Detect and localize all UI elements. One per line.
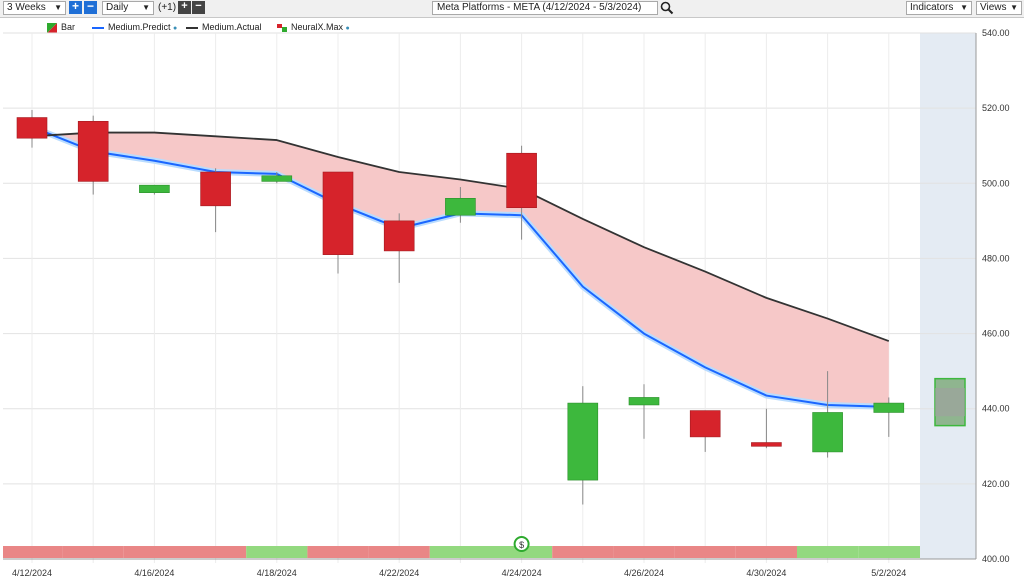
- views-label: Views: [980, 2, 1007, 13]
- candle-body: [628, 397, 660, 406]
- forecast-region: [920, 33, 976, 559]
- period-select[interactable]: 3 Weeks ▼: [3, 1, 66, 15]
- interval-value: Daily: [106, 2, 129, 13]
- candle-body: [445, 198, 476, 216]
- candle-body: [200, 171, 231, 207]
- y-tick-label: 500.00: [982, 178, 1010, 188]
- legend-label: NeuralX.Max: [291, 22, 344, 32]
- candle-body: [383, 220, 415, 252]
- x-tick-label: 4/12/2024: [12, 568, 52, 578]
- y-tick-label: 480.00: [982, 253, 1010, 263]
- legend-item-medium-predict[interactable]: Medium.Predict ●: [92, 22, 177, 32]
- legend-item-bar[interactable]: Bar: [47, 22, 75, 33]
- signal-strip: $: [3, 536, 920, 558]
- y-tick-label: 460.00: [982, 329, 1010, 339]
- x-tick-label: 4/24/2024: [502, 568, 542, 578]
- forecast-candle-core: [935, 388, 965, 417]
- candle-body: [506, 152, 537, 209]
- medium-actual-line: [31, 131, 890, 342]
- signal-segment: [552, 546, 614, 558]
- x-tick-label: 4/30/2024: [746, 568, 786, 578]
- x-tick-label: 4/16/2024: [134, 568, 174, 578]
- interval-select[interactable]: Daily ▼: [102, 1, 154, 15]
- x-tick-label: 4/18/2024: [257, 568, 297, 578]
- x-axis: 4/12/2024 4/16/2024 4/18/2024 4/22/2024 4/24…: [3, 558, 976, 578]
- y-tick-label: 400.00: [982, 554, 1010, 564]
- indicators-select[interactable]: Indicators ▼: [906, 1, 972, 15]
- signal-segment: [613, 546, 675, 558]
- y-tick-label: 440.00: [982, 404, 1010, 414]
- views-select[interactable]: Views ▼: [976, 1, 1022, 15]
- settings-dot-icon[interactable]: ●: [173, 25, 178, 32]
- candles: [16, 110, 966, 505]
- search-icon[interactable]: [660, 1, 674, 15]
- offset-plus-button[interactable]: +: [178, 1, 191, 14]
- dropdown-arrow-icon: ▼: [142, 3, 150, 12]
- y-tick-label: 540.00: [982, 28, 1010, 38]
- x-tick-label: 4/22/2024: [379, 568, 419, 578]
- candle-body: [16, 117, 48, 139]
- grid-lines: [3, 32, 976, 563]
- settings-dot-icon[interactable]: ●: [345, 25, 350, 32]
- signal-segment: [3, 546, 63, 558]
- legend-label: Medium.Actual: [202, 22, 262, 32]
- candle-body: [261, 175, 293, 182]
- candle-body: [77, 120, 109, 182]
- legend-label: Bar: [61, 22, 76, 32]
- signal-segment: [246, 546, 308, 558]
- signal-segment: [368, 546, 430, 558]
- zoom-in-button[interactable]: +: [69, 0, 82, 14]
- signal-segment: [797, 546, 859, 558]
- candle-body: [322, 171, 354, 255]
- band-fill: [32, 126, 889, 407]
- legend-item-medium-actual[interactable]: Medium.Actual: [186, 22, 262, 32]
- signal-segment: [858, 546, 920, 558]
- candle-body: [689, 410, 721, 438]
- bar-swatch-icon: [277, 23, 287, 32]
- symbol-title[interactable]: Meta Platforms - META (4/12/2024 - 5/3/2…: [432, 1, 658, 15]
- line-swatch-icon: [186, 26, 198, 29]
- signal-segment: [674, 546, 736, 558]
- candle-body: [812, 412, 843, 453]
- dollar-signal-label: $: [519, 540, 524, 550]
- signal-segment: [429, 546, 491, 558]
- signal-segment: [123, 546, 185, 558]
- toolbar: 3 Weeks ▼ + − Daily ▼ (+1) + − Meta Plat…: [0, 0, 1024, 18]
- dropdown-arrow-icon: ▼: [960, 3, 968, 12]
- candle-body: [873, 402, 905, 413]
- x-tick-label: 5/2/2024: [871, 568, 906, 578]
- candle-body: [139, 184, 170, 193]
- signal-segment: [307, 546, 369, 558]
- indicators-label: Indicators: [910, 2, 954, 13]
- candle-body: [751, 442, 782, 447]
- offset-minus-button[interactable]: −: [192, 1, 205, 14]
- y-tick-label: 420.00: [982, 479, 1010, 489]
- legend-label: Medium.Predict: [108, 22, 171, 32]
- dollar-signal-icon: [513, 536, 530, 552]
- legend-item-neuralx-max[interactable]: NeuralX.Max ●: [277, 22, 350, 33]
- offset-label: (+1): [158, 2, 177, 13]
- y-axis: 540.00 520.00 500.00 480.00 460.00 440.00 420.…: [975, 28, 1010, 564]
- prediction-band: [32, 126, 889, 407]
- bar-swatch-icon: [47, 22, 57, 33]
- zoom-out-button[interactable]: −: [84, 0, 97, 14]
- signal-segment: [735, 546, 797, 558]
- signal-segment: [62, 546, 124, 558]
- dropdown-arrow-icon: ▼: [1010, 3, 1018, 12]
- forecast-shade: [920, 33, 976, 559]
- signal-segment: [185, 546, 247, 558]
- candle-body: [567, 402, 599, 481]
- y-tick-label: 520.00: [982, 103, 1010, 113]
- dropdown-arrow-icon: ▼: [54, 3, 62, 12]
- x-tick-label: 4/26/2024: [624, 568, 664, 578]
- period-value: 3 Weeks: [7, 2, 46, 13]
- line-swatch-icon: [92, 26, 104, 29]
